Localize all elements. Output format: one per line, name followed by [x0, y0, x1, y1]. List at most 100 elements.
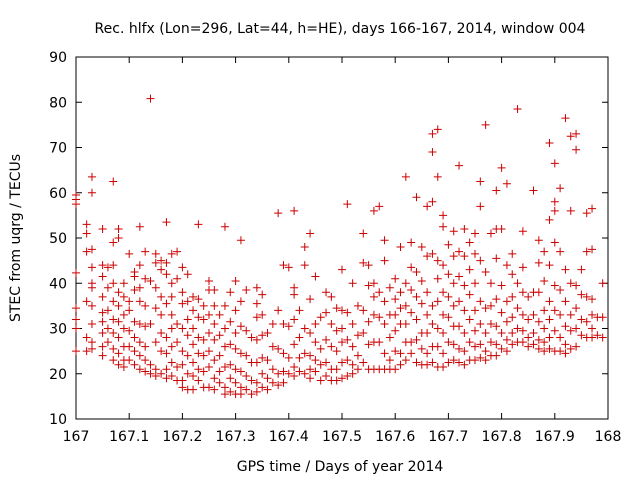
data-point: [87, 188, 96, 197]
x-tick-label: 167.2: [162, 429, 202, 445]
data-point: [226, 374, 235, 383]
data-point: [566, 132, 575, 141]
data-point: [364, 261, 373, 270]
data-point: [476, 256, 485, 265]
data-point: [508, 270, 517, 279]
data-point: [284, 353, 293, 362]
data-point: [290, 372, 299, 381]
data-point: [492, 186, 501, 195]
data-point: [486, 319, 495, 328]
data-point: [455, 358, 464, 367]
data-point: [98, 308, 107, 317]
data-point: [236, 349, 245, 358]
data-point: [380, 297, 389, 306]
data-point: [300, 349, 309, 358]
data-point: [226, 387, 235, 396]
data-point: [577, 331, 586, 340]
chart-title: Rec. hlfx (Lon=296, Lat=44, h=HE), days …: [95, 21, 586, 37]
data-point: [449, 340, 458, 349]
data-point: [290, 283, 299, 292]
data-point: [412, 358, 421, 367]
data-point: [274, 381, 283, 390]
data-point: [322, 372, 331, 381]
data-point: [550, 197, 559, 206]
data-point: [529, 340, 538, 349]
data-point: [513, 304, 522, 313]
data-point: [300, 324, 309, 333]
data-point: [141, 342, 150, 351]
data-point: [572, 281, 581, 290]
data-point: [481, 304, 490, 313]
data-point: [513, 279, 522, 288]
data-point: [449, 356, 458, 365]
data-point: [332, 376, 341, 385]
data-point: [284, 369, 293, 378]
data-point: [338, 338, 346, 347]
data-point: [311, 367, 320, 376]
data-point: [173, 338, 182, 347]
data-point: [189, 372, 198, 381]
data-point: [396, 349, 405, 358]
data-point: [391, 295, 400, 304]
data-point: [380, 256, 389, 265]
data-point: [231, 365, 240, 374]
data-point: [242, 351, 251, 360]
data-point: [428, 249, 437, 258]
data-point: [194, 313, 203, 322]
data-point: [316, 313, 325, 322]
data-point: [162, 374, 171, 383]
data-point: [508, 329, 517, 338]
data-point: [215, 367, 224, 376]
data-point: [290, 362, 299, 371]
data-point: [114, 224, 123, 233]
data-point: [492, 322, 501, 331]
data-point: [295, 333, 304, 342]
data-point: [476, 340, 485, 349]
data-point: [242, 326, 251, 335]
data-point: [598, 333, 607, 342]
data-point: [556, 347, 565, 356]
data-point: [125, 249, 134, 258]
data-point: [252, 299, 261, 308]
data-point: [460, 224, 469, 233]
data-point: [598, 279, 607, 288]
data-point: [566, 310, 575, 319]
data-point: [72, 200, 80, 209]
data-point: [561, 114, 570, 123]
data-point: [199, 367, 208, 376]
data-point: [162, 333, 171, 342]
data-point: [141, 322, 150, 331]
data-point: [338, 374, 346, 383]
data-point: [476, 202, 485, 211]
data-point: [242, 286, 251, 295]
data-point: [157, 310, 166, 319]
data-point: [577, 290, 586, 299]
data-point: [290, 206, 299, 215]
data-point: [183, 369, 192, 378]
data-point: [130, 317, 139, 326]
data-point: [550, 238, 559, 247]
data-point: [194, 220, 203, 229]
data-point: [588, 324, 597, 333]
data-point: [162, 299, 171, 308]
data-point: [471, 249, 479, 258]
data-point: [396, 243, 405, 252]
data-point: [556, 310, 565, 319]
data-point: [72, 315, 80, 324]
data-point: [109, 344, 118, 353]
data-point: [146, 276, 155, 285]
data-point: [455, 297, 464, 306]
data-point: [157, 369, 166, 378]
data-point: [82, 247, 91, 256]
data-point: [311, 319, 320, 328]
data-point: [338, 265, 346, 274]
data-point: [502, 179, 511, 188]
data-point: [481, 356, 490, 365]
x-tick-label: 167.5: [322, 429, 362, 445]
data-point: [540, 324, 549, 333]
data-point: [556, 247, 565, 256]
data-point: [582, 247, 591, 256]
data-point: [407, 238, 416, 247]
data-point: [210, 335, 219, 344]
